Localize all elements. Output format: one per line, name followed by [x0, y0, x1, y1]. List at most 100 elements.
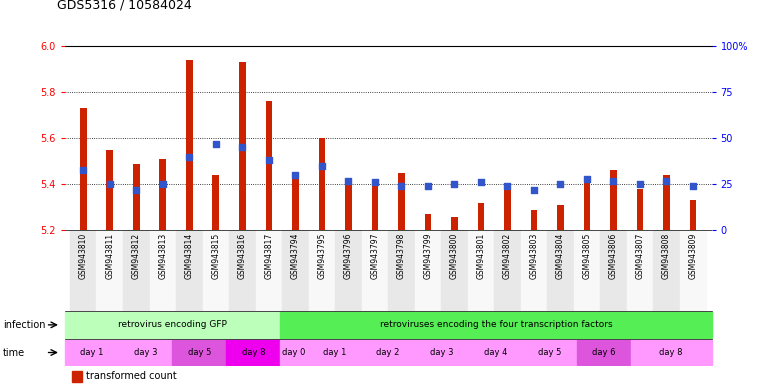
- Bar: [469, 340, 523, 365]
- Bar: [123, 230, 149, 311]
- Point: [448, 181, 460, 187]
- Bar: [308, 230, 335, 311]
- Text: GSM943797: GSM943797: [371, 233, 379, 279]
- Bar: [149, 46, 176, 230]
- Text: GSM943804: GSM943804: [556, 233, 565, 279]
- Bar: [521, 46, 547, 230]
- Point: [581, 176, 593, 182]
- Bar: [653, 46, 680, 230]
- Bar: [680, 46, 706, 230]
- Point: [475, 179, 487, 185]
- Bar: [256, 46, 282, 230]
- Bar: [478, 203, 484, 230]
- Text: GSM943807: GSM943807: [635, 233, 645, 279]
- Bar: [229, 46, 256, 230]
- Bar: [361, 46, 388, 230]
- Bar: [65, 312, 280, 338]
- Text: day 2: day 2: [377, 348, 400, 357]
- Text: day 1: day 1: [80, 348, 103, 357]
- Bar: [70, 230, 97, 311]
- Text: GSM943816: GSM943816: [237, 233, 247, 279]
- Point: [607, 177, 619, 184]
- Bar: [72, 371, 82, 382]
- Bar: [468, 230, 494, 311]
- Bar: [600, 46, 627, 230]
- Bar: [530, 210, 537, 230]
- Bar: [415, 230, 441, 311]
- Bar: [574, 46, 600, 230]
- Bar: [227, 340, 280, 365]
- Bar: [451, 217, 457, 230]
- Point: [369, 179, 381, 185]
- Bar: [176, 46, 202, 230]
- Bar: [689, 200, 696, 230]
- Text: infection: infection: [3, 320, 46, 330]
- Bar: [256, 230, 282, 311]
- Bar: [398, 173, 405, 230]
- Bar: [308, 46, 335, 230]
- Bar: [627, 230, 653, 311]
- Bar: [280, 312, 712, 338]
- Bar: [574, 230, 600, 311]
- Text: GSM943812: GSM943812: [132, 233, 141, 279]
- Bar: [425, 214, 431, 230]
- Bar: [97, 230, 123, 311]
- Bar: [557, 205, 564, 230]
- Text: GSM943796: GSM943796: [344, 233, 353, 279]
- Bar: [202, 230, 229, 311]
- Bar: [173, 340, 227, 365]
- Bar: [577, 340, 631, 365]
- Point: [210, 141, 222, 147]
- Text: day 0: day 0: [282, 348, 305, 357]
- Text: GSM943803: GSM943803: [530, 233, 539, 279]
- Bar: [186, 60, 193, 230]
- Bar: [631, 340, 712, 365]
- Text: GSM943794: GSM943794: [291, 233, 300, 279]
- Point: [634, 181, 646, 187]
- Point: [501, 183, 514, 189]
- Bar: [70, 46, 97, 230]
- Point: [103, 181, 116, 187]
- Bar: [229, 230, 256, 311]
- Text: day 5: day 5: [188, 348, 211, 357]
- Bar: [521, 230, 547, 311]
- Point: [422, 183, 434, 189]
- Bar: [266, 101, 272, 230]
- Bar: [282, 230, 308, 311]
- Bar: [282, 46, 308, 230]
- Bar: [149, 230, 176, 311]
- Bar: [388, 230, 415, 311]
- Text: day 5: day 5: [538, 348, 562, 357]
- Text: GSM943817: GSM943817: [264, 233, 273, 279]
- Text: retroviruses encoding the four transcription factors: retroviruses encoding the four transcrip…: [380, 320, 613, 329]
- Bar: [280, 340, 307, 365]
- Text: GSM943806: GSM943806: [609, 233, 618, 279]
- Text: day 8: day 8: [241, 348, 265, 357]
- Text: GSM943808: GSM943808: [662, 233, 671, 279]
- Text: GSM943810: GSM943810: [78, 233, 88, 279]
- Bar: [292, 173, 298, 230]
- Bar: [80, 108, 87, 230]
- Point: [183, 154, 196, 160]
- Point: [554, 181, 566, 187]
- Bar: [123, 46, 149, 230]
- Bar: [202, 46, 229, 230]
- Bar: [523, 340, 577, 365]
- Text: GSM943814: GSM943814: [185, 233, 194, 279]
- Text: day 4: day 4: [484, 348, 508, 357]
- Bar: [504, 187, 511, 230]
- Bar: [600, 230, 627, 311]
- Bar: [307, 340, 361, 365]
- Text: GDS5316 / 10584024: GDS5316 / 10584024: [57, 0, 192, 12]
- Bar: [441, 46, 468, 230]
- Text: time: time: [3, 348, 25, 358]
- Bar: [610, 170, 616, 230]
- Point: [687, 183, 699, 189]
- Bar: [627, 46, 653, 230]
- Bar: [361, 230, 388, 311]
- Bar: [335, 230, 361, 311]
- Bar: [494, 46, 521, 230]
- Text: GSM943815: GSM943815: [212, 233, 220, 279]
- Point: [316, 163, 328, 169]
- Bar: [345, 180, 352, 230]
